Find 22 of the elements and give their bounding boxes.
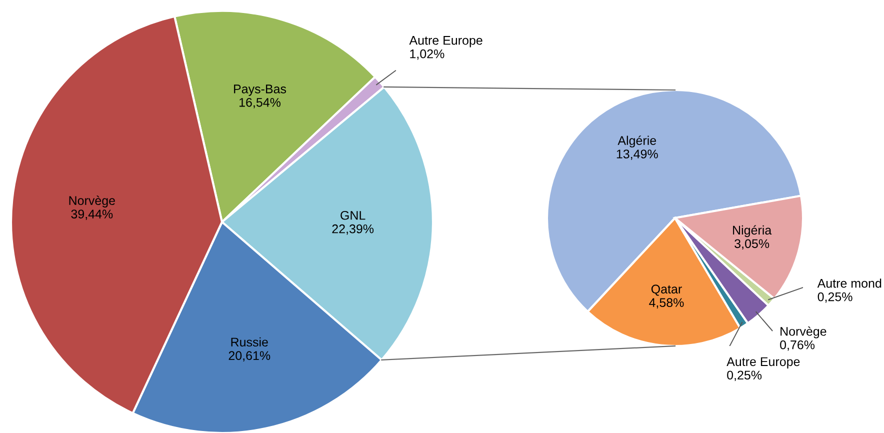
data-label: 0,25% <box>818 292 852 303</box>
data-label: 39,44% <box>71 210 113 220</box>
data-label: 0,25% <box>727 370 762 382</box>
slice-label: GNL <box>340 210 366 220</box>
slice-label: Algérie <box>618 136 656 148</box>
data-label: 0,76% <box>780 340 815 351</box>
slice-label: Autre mond <box>817 278 882 288</box>
slice-label: Autre Europe <box>409 36 482 48</box>
slice-label: Russie <box>231 337 268 347</box>
data-label: 3,05% <box>734 239 770 250</box>
data-label: 1,02% <box>410 49 444 60</box>
data-label: 16,54% <box>240 98 281 108</box>
slice-label: Norvège <box>69 196 115 208</box>
data-label: 4,58% <box>649 298 684 308</box>
slice-label: Nigéria <box>733 225 772 238</box>
slice-label: Norvège <box>780 326 826 338</box>
slice-label: Pays-Bas <box>234 84 286 96</box>
data-label: 22,39% <box>332 224 374 235</box>
data-label: 13,49% <box>616 150 658 160</box>
slice-label: Qatar <box>651 284 682 296</box>
data-label: 20,61% <box>228 351 270 362</box>
slice-label: Autre Europe <box>726 357 800 369</box>
